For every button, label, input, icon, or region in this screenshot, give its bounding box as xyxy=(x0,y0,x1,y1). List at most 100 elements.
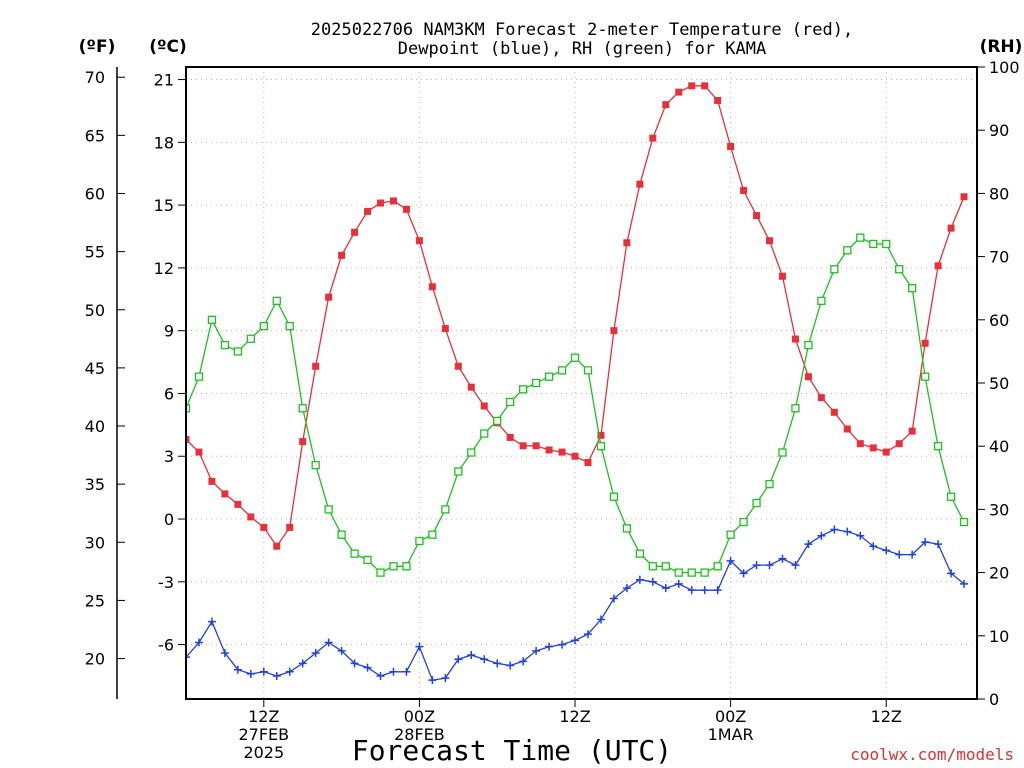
data-point xyxy=(311,648,320,657)
data-point xyxy=(299,438,307,446)
data-point xyxy=(389,562,398,571)
rh-tick-label: 70 xyxy=(989,248,1009,267)
data-point xyxy=(609,492,619,501)
data-point xyxy=(675,88,683,96)
data-point xyxy=(518,385,528,394)
data-point xyxy=(766,237,774,245)
x-tick-label: 28FEB xyxy=(394,725,445,744)
data-point xyxy=(312,362,320,370)
data-point xyxy=(674,568,683,577)
data-point xyxy=(947,569,956,578)
data-point xyxy=(480,655,489,664)
fahrenheit-tick-label: 45 xyxy=(85,359,105,378)
fahrenheit-tick-label: 25 xyxy=(85,591,105,610)
data-point xyxy=(571,452,579,460)
data-point xyxy=(960,579,969,588)
data-point xyxy=(285,667,294,676)
x-tick-label: 12Z xyxy=(871,707,902,726)
fahrenheit-tick-label: 55 xyxy=(85,243,105,262)
data-point xyxy=(830,265,839,274)
data-point xyxy=(739,569,748,578)
data-point xyxy=(558,448,566,456)
celsius-tick-label: -6 xyxy=(158,636,174,655)
data-point xyxy=(233,347,243,356)
fahrenheit-tick-label: 20 xyxy=(85,650,105,669)
celsius-tick-label: 3 xyxy=(164,447,174,466)
data-point xyxy=(843,246,852,255)
data-point xyxy=(778,554,787,563)
data-point xyxy=(544,372,554,381)
data-point xyxy=(376,568,385,577)
data-point xyxy=(532,442,540,450)
data-point xyxy=(402,667,411,676)
data-point xyxy=(363,663,372,672)
data-point xyxy=(186,653,190,662)
data-point xyxy=(338,251,346,259)
celsius-tick-label: 6 xyxy=(164,384,174,403)
data-point xyxy=(506,661,515,670)
data-point xyxy=(856,531,865,540)
fahrenheit-tick-label: 50 xyxy=(85,301,105,320)
data-point xyxy=(506,397,515,407)
data-point xyxy=(921,538,930,547)
data-point xyxy=(817,296,826,305)
rh-tick-label: 50 xyxy=(989,374,1009,393)
data-point xyxy=(493,659,502,668)
data-point xyxy=(934,262,942,270)
data-point xyxy=(882,239,891,249)
fahrenheit-tick-label: 70 xyxy=(85,68,105,87)
data-point xyxy=(298,404,307,413)
celsius-tick-label: 9 xyxy=(164,322,174,341)
x-axis-label: Forecast Time (UTC) xyxy=(352,734,672,767)
data-point xyxy=(570,353,580,362)
data-point xyxy=(194,372,204,381)
data-point xyxy=(869,444,877,452)
data-point xyxy=(324,638,333,647)
data-point xyxy=(480,402,488,410)
data-point xyxy=(687,586,696,595)
data-point xyxy=(467,448,476,457)
data-point xyxy=(726,556,735,565)
data-point xyxy=(765,561,774,570)
data-point xyxy=(350,659,359,668)
data-point xyxy=(596,442,606,451)
data-point xyxy=(273,542,281,550)
rh-tick-label: 0 xyxy=(989,690,999,709)
data-point xyxy=(597,431,605,439)
data-point xyxy=(727,143,735,151)
data-point xyxy=(908,427,916,435)
data-point xyxy=(817,531,826,540)
data-point xyxy=(467,383,475,391)
data-point xyxy=(701,82,709,90)
data-point xyxy=(674,579,683,588)
data-point xyxy=(272,671,281,680)
data-point xyxy=(635,549,645,558)
rh-tick-label: 100 xyxy=(989,58,1020,77)
data-point xyxy=(661,562,670,571)
rh-unit-label: (RH) xyxy=(980,37,1023,57)
data-point xyxy=(389,197,397,205)
data-point xyxy=(830,525,839,534)
data-point xyxy=(596,615,605,624)
data-point xyxy=(454,362,462,370)
data-point xyxy=(428,283,436,291)
axes: 211815129630-3-6706560555045403530252010… xyxy=(85,58,1020,762)
data-point xyxy=(364,207,372,215)
data-point xyxy=(272,296,281,305)
data-point xyxy=(933,442,943,451)
data-point xyxy=(895,550,904,559)
credit-text: coolwx.com/models xyxy=(850,745,1014,764)
data-point xyxy=(415,642,424,651)
data-point xyxy=(648,577,657,586)
data-point xyxy=(843,527,852,536)
data-point xyxy=(740,186,748,194)
data-point xyxy=(882,448,890,456)
data-point xyxy=(662,101,670,109)
data-point xyxy=(908,284,917,293)
celsius-tick-label: -3 xyxy=(158,573,174,592)
data-point xyxy=(636,180,644,188)
data-point xyxy=(207,315,217,324)
data-point xyxy=(959,517,969,527)
data-point xyxy=(765,479,774,489)
data-point xyxy=(506,433,514,441)
